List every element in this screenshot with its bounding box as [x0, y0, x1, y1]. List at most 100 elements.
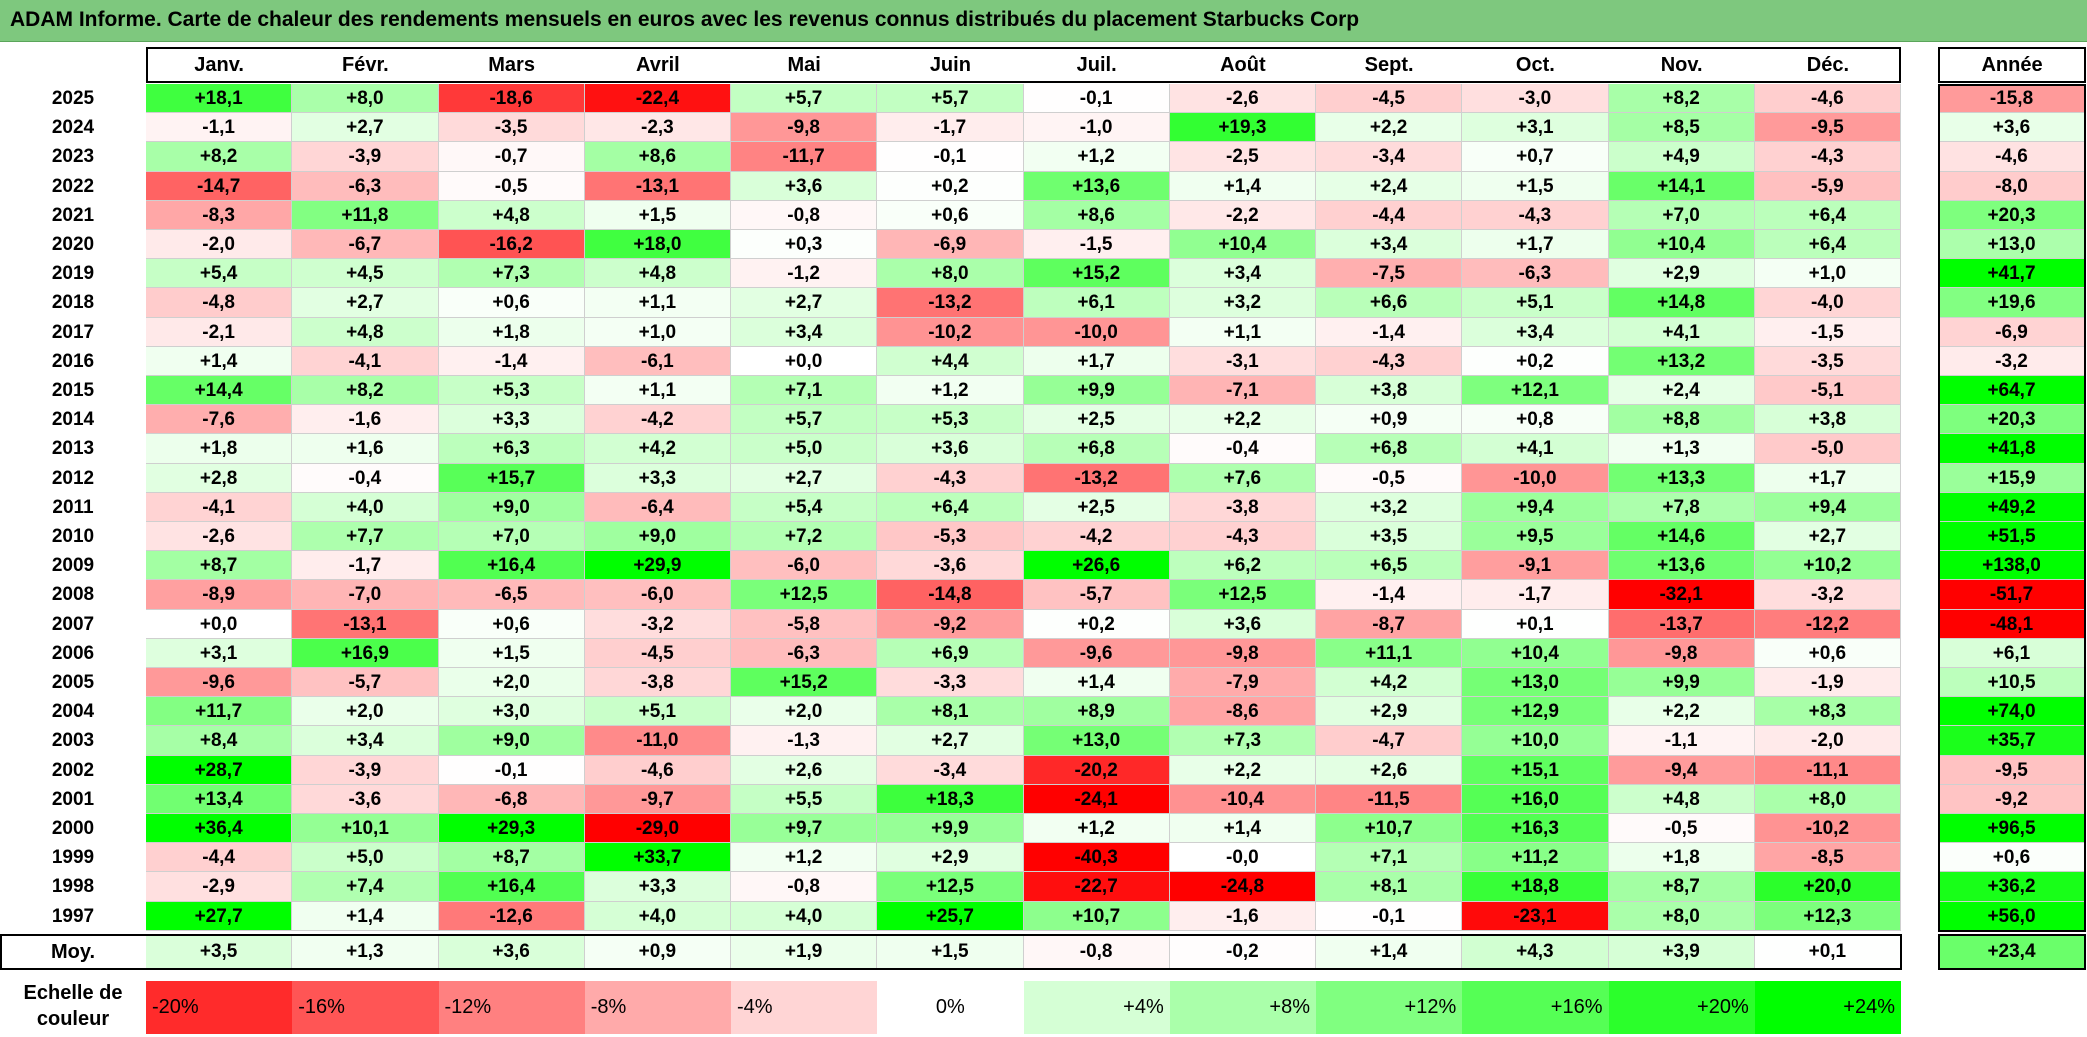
annual-cell: +96,5	[1939, 814, 2085, 844]
heatmap-cell: -9,8	[731, 113, 878, 143]
heatmap-cell: -10,4	[1169, 784, 1316, 814]
heatmap-cell: +1,5	[584, 200, 731, 230]
heatmap-cell: +8,0	[1608, 901, 1755, 931]
annual-cell: +49,2	[1939, 492, 2085, 522]
average-cell: +4,3	[1462, 934, 1609, 969]
heatmap-cell: +13,4	[146, 784, 293, 814]
annual-cell: +41,8	[1939, 434, 2085, 464]
heatmap-cell: +8,1	[1316, 872, 1463, 902]
heatmap-cell: +4,2	[584, 434, 731, 464]
heatmap-cell: +2,6	[1316, 755, 1463, 785]
heatmap-cell: +8,3	[1754, 697, 1901, 727]
heatmap-cell: +11,1	[1316, 638, 1463, 668]
annual-cell: +20,3	[1939, 405, 2085, 435]
heatmap-cell: +2,7	[731, 463, 878, 493]
heatmap-cell: +14,1	[1608, 171, 1755, 201]
average-cell: +1,9	[731, 934, 878, 969]
heatmap-cell: -3,5	[1754, 346, 1901, 376]
heatmap-cell: -5,9	[1754, 171, 1901, 201]
heatmap-cell: -1,4	[1316, 317, 1463, 347]
heatmap-cell: -1,9	[1754, 668, 1901, 698]
heatmap-cell: -1,5	[1023, 230, 1170, 260]
heatmap-cell: +1,1	[1169, 317, 1316, 347]
row-year-label: 2001	[51, 788, 95, 810]
heatmap-cell: -7,1	[1169, 376, 1316, 406]
heatmap-cell: +2,7	[292, 113, 439, 143]
heatmap-cell: +5,0	[731, 434, 878, 464]
heatmap-cell: +3,8	[1316, 376, 1463, 406]
heatmap-cell: -24,8	[1169, 872, 1316, 902]
column-header: Oct.	[1515, 54, 1555, 76]
annual-cell: +20,3	[1939, 200, 2085, 230]
heatmap-cell: +7,6	[1169, 463, 1316, 493]
heatmap-cell: +25,7	[877, 901, 1024, 931]
annual-cell: -8,0	[1939, 171, 2085, 201]
heatmap-cell: +2,5	[1023, 405, 1170, 435]
heatmap-cell: +0,8	[1462, 405, 1609, 435]
heatmap-cell: -3,8	[584, 668, 731, 698]
heatmap-cell: +10,7	[1316, 814, 1463, 844]
annual-cell: +138,0	[1939, 551, 2085, 581]
heatmap-cell: -4,7	[1316, 726, 1463, 756]
column-header: Févr.	[342, 54, 389, 76]
heatmap-cell: -3,0	[1462, 84, 1609, 114]
heatmap-cell: -11,7	[731, 142, 878, 172]
heatmap-cell: +12,5	[877, 872, 1024, 902]
row-year-label: 2006	[51, 642, 95, 664]
heatmap-cell: +3,2	[1169, 288, 1316, 318]
heatmap-cell: +0,3	[731, 230, 878, 260]
row-year-label: 2020	[51, 234, 95, 255]
row-year-label: 2010	[51, 526, 95, 547]
heatmap-cell: +5,3	[877, 405, 1024, 435]
heatmap-cell: +18,0	[584, 230, 731, 260]
heatmap-cell: +9,4	[1462, 492, 1609, 522]
annual-cell: +36,2	[1939, 872, 2085, 902]
heatmap-cell: -0,4	[1169, 434, 1316, 464]
heatmap-cell: +1,4	[1169, 814, 1316, 844]
heatmap-cell: -8,3	[146, 200, 293, 230]
heatmap-cell: -29,0	[584, 814, 731, 844]
heatmap-cell: +9,0	[584, 522, 731, 552]
heatmap-cell: -9,5	[1754, 113, 1901, 143]
heatmap-cell: +0,6	[438, 288, 585, 318]
heatmap-cell: +18,3	[877, 784, 1024, 814]
heatmap-cell: -3,6	[292, 784, 439, 814]
heatmap-cell: +9,7	[731, 814, 878, 844]
row-year-label: 2025	[51, 88, 95, 109]
heatmap-cell: +5,1	[1462, 288, 1609, 318]
heatmap-cell: +3,3	[584, 872, 731, 902]
heatmap-cell: +0,6	[877, 200, 1024, 230]
heatmap-cell: -8,6	[1169, 697, 1316, 727]
heatmap-cell: -2,6	[1169, 84, 1316, 114]
heatmap-cell: -4,3	[1462, 200, 1609, 230]
heatmap-cell: +11,2	[1462, 843, 1609, 873]
heatmap-cell: +5,4	[731, 492, 878, 522]
heatmap-cell: -9,2	[877, 609, 1024, 639]
heatmap-cell: +4,8	[1608, 784, 1755, 814]
column-header: Janv.	[194, 54, 244, 76]
annual-cell: +41,7	[1939, 259, 2085, 289]
heatmap-cell: +8,6	[584, 142, 731, 172]
annual-cell: +51,5	[1939, 522, 2085, 552]
heatmap-cell: +33,7	[584, 843, 731, 873]
heatmap-cell: +13,2	[1608, 346, 1755, 376]
heatmap-cell: -5,1	[1754, 376, 1901, 406]
row-year-label: 2002	[51, 759, 95, 781]
color-scale-label: Echelle de couleur	[23, 982, 123, 1030]
heatmap-cell: -2,6	[146, 522, 293, 552]
heatmap-cell: +14,8	[1608, 288, 1755, 318]
heatmap-cell: -10,2	[1754, 814, 1901, 844]
annual-cell: +74,0	[1939, 697, 2085, 727]
color-scale-swatch: 0%	[877, 981, 1024, 1034]
heatmap-cell: -4,5	[1316, 84, 1463, 114]
heatmap-cell: +8,8	[1608, 405, 1755, 435]
heatmap-cell: -8,7	[1316, 609, 1463, 639]
heatmap-cell: +10,4	[1608, 230, 1755, 260]
heatmap-cell: +1,1	[584, 376, 731, 406]
annual-cell: +3,6	[1939, 113, 2085, 143]
heatmap-cell: -5,0	[1754, 434, 1901, 464]
heatmap-cell: -7,5	[1316, 259, 1463, 289]
heatmap-cell: -13,1	[292, 609, 439, 639]
heatmap-cell: -6,5	[438, 580, 585, 610]
heatmap-cell: +2,9	[877, 843, 1024, 873]
